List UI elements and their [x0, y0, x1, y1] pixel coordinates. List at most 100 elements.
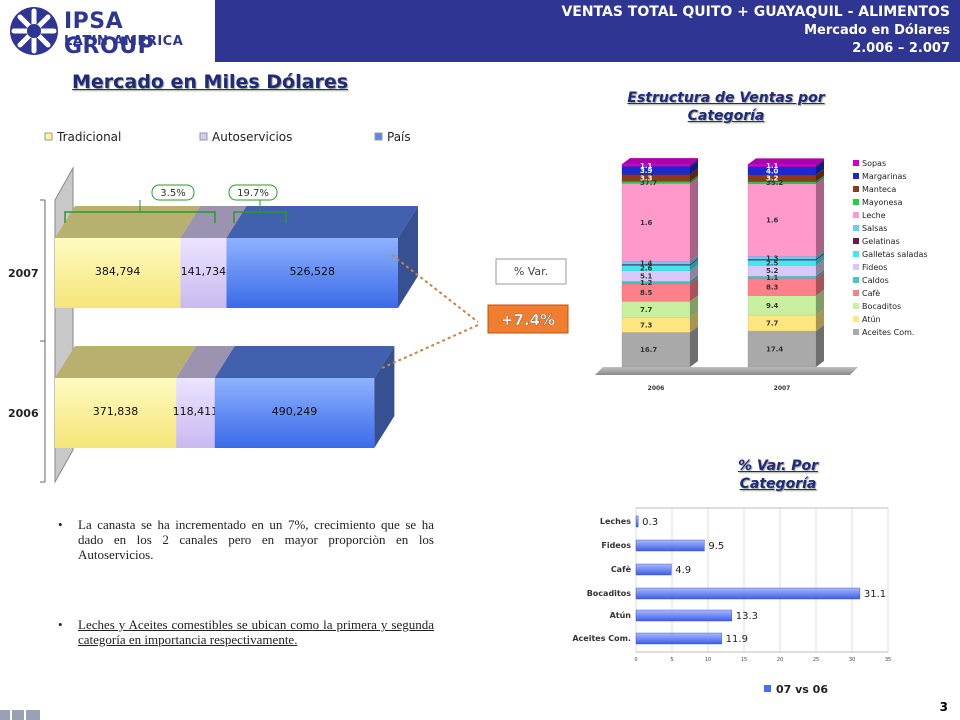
structure-chart: 16.77.37.78.51.25.12.61.41.637.73.33.91.… — [595, 158, 928, 392]
structure-segment-side — [816, 250, 824, 260]
header-subtitle: Mercado en Dólares — [804, 23, 950, 38]
structure-legend-swatch — [853, 303, 859, 309]
structure-segment-side — [816, 253, 824, 261]
structure-value-label: 9.4 — [766, 302, 779, 310]
structure-segment-side — [816, 272, 824, 296]
structure-segment — [747, 278, 817, 296]
structure-legend-swatch — [853, 212, 859, 218]
market-value-label: 384,794 — [95, 265, 141, 278]
variation-plot-area — [635, 507, 889, 653]
structure-value-label: 4.0 — [766, 167, 779, 175]
market-bar-top — [214, 346, 395, 378]
structure-legend-label: Manteca — [862, 185, 896, 194]
structure-segment-side — [816, 309, 824, 331]
structure-segment — [621, 283, 691, 302]
market-value-label: 526,528 — [290, 265, 336, 278]
market-chart: Tradicional Autoservicios País 2007 384,794… — [8, 130, 418, 484]
market-legend: Tradicional Autoservicios País — [44, 130, 411, 144]
structure-legend-swatch — [853, 160, 859, 166]
variation-legend-label: 07 vs 06 — [776, 683, 828, 696]
structure-legend-swatch — [853, 251, 859, 257]
market-value-label: 118,411 — [173, 405, 219, 418]
structure-legend-label: Bocaditos — [862, 302, 901, 311]
market-value-label: 490,249 — [272, 405, 318, 418]
variation-value-label: 11.9 — [726, 634, 748, 645]
variation-value-label: 13.3 — [736, 611, 758, 622]
structure-value-label: 3.9 — [640, 167, 653, 175]
structure-value-label: 1.2 — [640, 279, 653, 287]
structure-bar-top — [622, 158, 698, 165]
variation-category-label: Bocaditos — [587, 589, 632, 598]
structure-segment — [621, 163, 691, 167]
header-bar: IPSA GROUP LATIN AMERICA VENTAS TOTAL QU… — [0, 0, 960, 62]
market-category-2006: 2006 — [8, 407, 39, 420]
market-value-label: 141,734 — [181, 265, 227, 278]
structure-segment-side — [690, 258, 698, 266]
variation-bar — [635, 587, 861, 600]
structure-legend-label: Mayonesa — [862, 198, 903, 207]
structure-legend-swatch — [853, 329, 859, 335]
structure-value-label: 1.6 — [640, 219, 653, 227]
structure-value-label: 1.3 — [766, 254, 779, 262]
variation-tick-label: 10 — [705, 657, 711, 663]
structure-segment-side — [690, 255, 698, 265]
structure-segment — [621, 265, 691, 271]
market-bar-2007-1 — [180, 238, 227, 308]
structure-legend-swatch — [853, 316, 859, 322]
structure-segment-side — [690, 275, 698, 284]
structure-value-label: 1.1 — [766, 162, 779, 170]
structure-value-label: 2.6 — [640, 265, 653, 273]
structure-segment-side — [690, 177, 698, 262]
structure-value-label: 2.5 — [766, 259, 779, 267]
structure-legend-swatch — [853, 225, 859, 231]
structure-segment-side — [816, 175, 824, 184]
market-bar-2006-2 — [214, 378, 375, 448]
variation-category-label: Leches — [600, 517, 631, 526]
structure-segment-side — [690, 160, 698, 175]
market-bar-2006-0 — [55, 378, 177, 448]
structure-segment — [747, 183, 817, 257]
structure-segment-side — [690, 311, 698, 333]
structure-value-label: 7.7 — [766, 320, 779, 328]
structure-segment — [747, 164, 817, 167]
structure-legend-label: Cafè — [862, 288, 880, 298]
structure-segment-side — [690, 175, 698, 184]
structure-floor — [595, 367, 858, 375]
structure-segment — [621, 166, 691, 175]
variation-bar — [635, 609, 732, 622]
variation-value-label: 4.9 — [675, 565, 691, 576]
structure-legend-swatch — [853, 290, 859, 296]
variation-tick-label: 15 — [741, 657, 747, 663]
structure-value-label: 8.3 — [766, 283, 779, 291]
callout-line-top — [391, 254, 479, 323]
structure-segment — [747, 314, 817, 332]
variation-value-label: 0.3 — [642, 517, 658, 528]
structure-segment — [621, 264, 691, 266]
bullet-1: • La canasta se ha incrementado en un 7%… — [58, 517, 434, 562]
structure-segment — [747, 295, 817, 316]
bullet-2-dot: • — [58, 617, 63, 632]
structure-legend-label: Salsas — [862, 224, 887, 233]
variation-chart: 0 5 10 15 20 25 30 35 Leches 0.3 Fideos 9.5 Cafè 4.9… — [572, 507, 891, 696]
variation-chart-title: % Var. Por Categoría — [738, 458, 818, 492]
corner-squares — [0, 710, 40, 720]
structure-segment-side — [816, 289, 824, 316]
structure-segment-side — [816, 254, 824, 266]
legend-swatch-2 — [374, 132, 383, 141]
structure-segment-side — [816, 259, 824, 277]
structure-segment — [747, 330, 817, 368]
legend-label-1: Autoservicios — [212, 130, 292, 144]
market-bar-2007-0 — [55, 238, 181, 308]
var-label-box — [495, 258, 567, 285]
structure-category-2006: 2006 — [648, 385, 665, 392]
variation-tick-label: 35 — [885, 657, 891, 663]
variation-tick-label: 30 — [849, 657, 855, 663]
structure-legend-label: Caldos — [862, 276, 889, 285]
structure-segment — [621, 332, 691, 368]
structure-segment — [621, 301, 691, 318]
logo: IPSA GROUP LATIN AMERICA — [0, 0, 215, 62]
structure-legend-swatch — [853, 186, 859, 192]
structure-segment — [747, 260, 817, 266]
structure-segment-side — [816, 158, 824, 167]
